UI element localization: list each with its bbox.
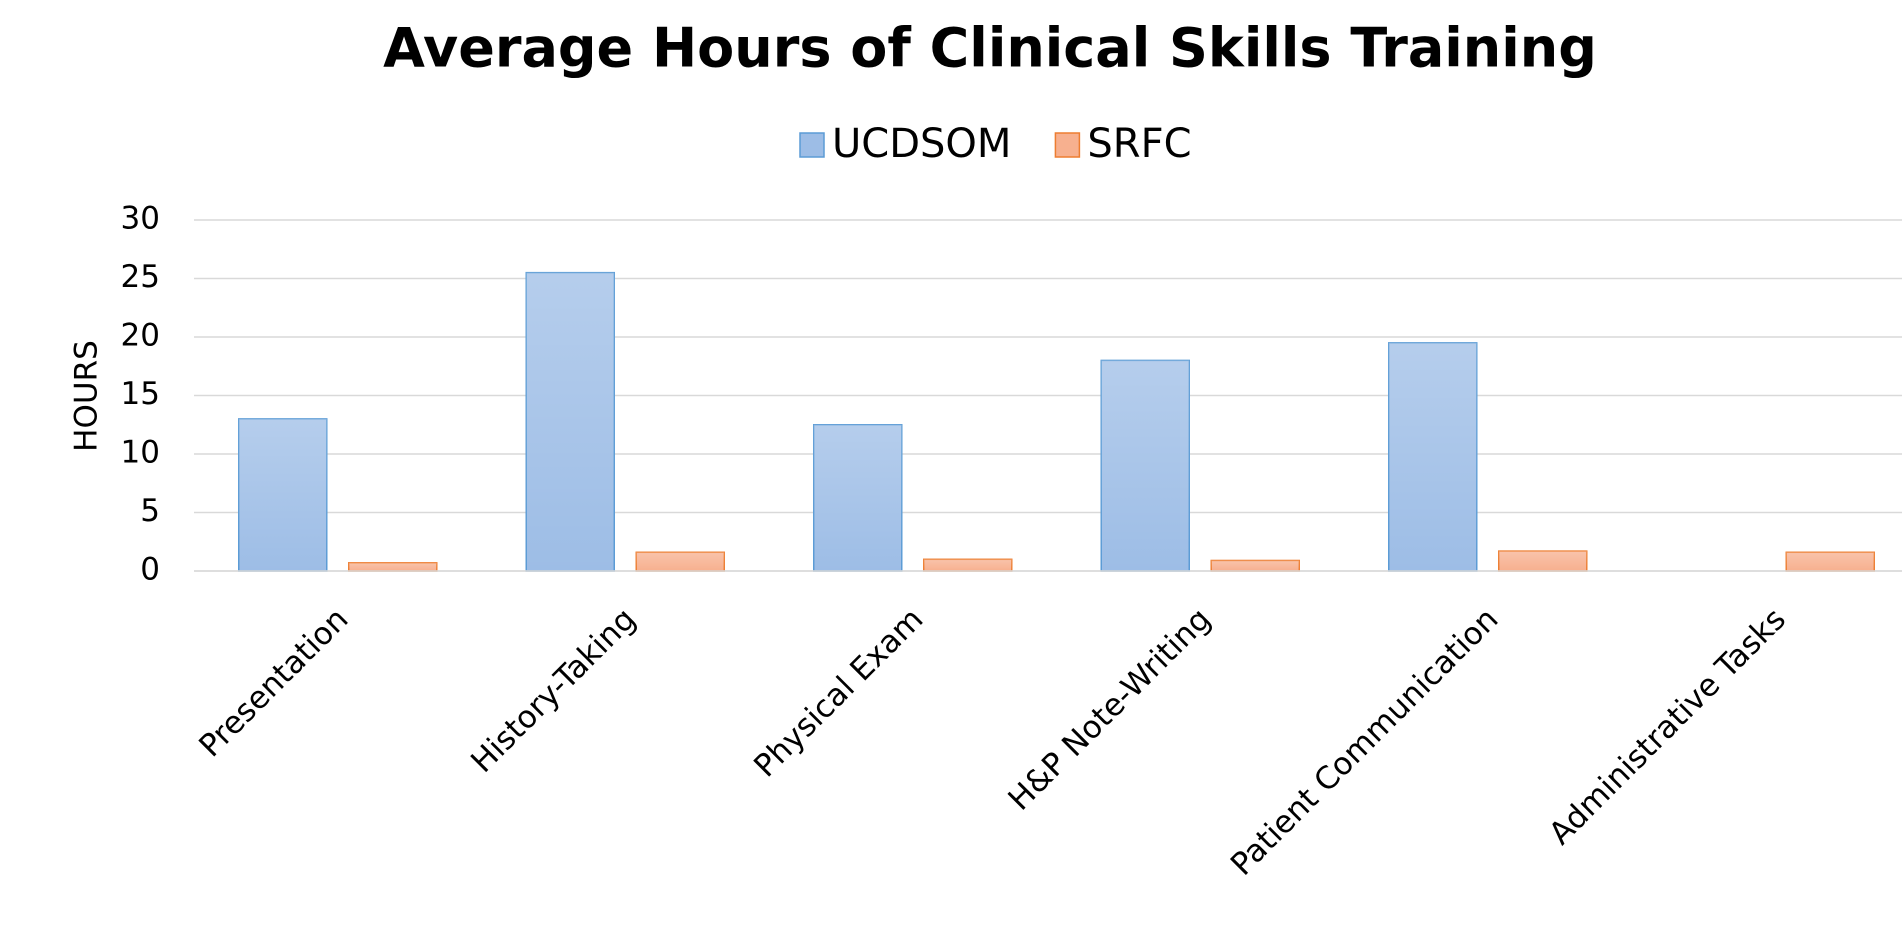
- legend-label: SRFC: [1087, 121, 1191, 167]
- y-tick-label: 25: [121, 259, 160, 295]
- legend-swatch: [1054, 132, 1081, 158]
- y-tick-label: 0: [140, 552, 160, 588]
- y-tick-label: 10: [121, 435, 160, 471]
- bar-sheen: [1786, 552, 1875, 571]
- bar-sheen: [1211, 560, 1300, 571]
- bar-sheen: [526, 272, 615, 571]
- bar-sheen: [923, 559, 1012, 571]
- y-tick-label: 5: [140, 493, 160, 529]
- bar-sheen: [348, 562, 437, 571]
- bar-sheen: [1388, 342, 1477, 571]
- bar-sheen: [813, 424, 902, 571]
- y-axis-label: HOURS: [69, 340, 105, 452]
- y-tick-label: 15: [121, 376, 160, 412]
- y-tick-label: 20: [121, 318, 160, 354]
- legend-label: UCDSOM: [832, 121, 1011, 167]
- chart-title: Average Hours of Clinical Skills Trainin…: [383, 17, 1597, 80]
- bar-sheen: [636, 552, 725, 571]
- bar-sheen: [1101, 360, 1190, 571]
- bar-sheen: [1498, 551, 1587, 571]
- legend-swatch: [799, 132, 825, 158]
- y-tick-label: 30: [121, 201, 160, 237]
- bar-sheen: [238, 418, 327, 571]
